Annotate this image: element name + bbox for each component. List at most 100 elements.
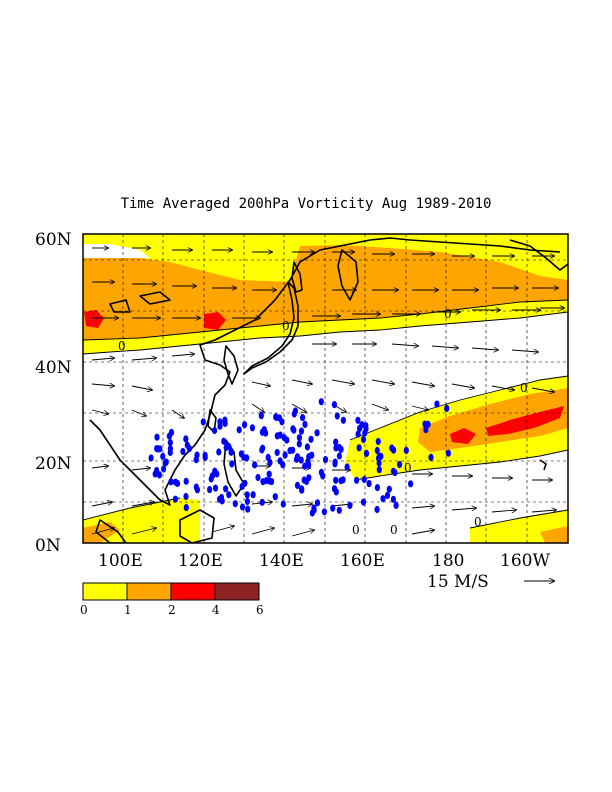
- track-marker: [332, 460, 338, 468]
- track-marker: [245, 505, 251, 513]
- track-marker: [445, 449, 451, 457]
- track-marker: [239, 503, 246, 511]
- track-marker: [258, 412, 264, 420]
- track-marker: [202, 453, 208, 462]
- track-marker: [403, 446, 409, 454]
- track-marker: [250, 491, 256, 499]
- track-marker: [375, 437, 381, 446]
- track-marker: [214, 470, 220, 478]
- track-marker: [338, 445, 344, 453]
- track-marker: [306, 474, 312, 482]
- track-marker: [280, 500, 286, 508]
- track-marker: [284, 436, 290, 444]
- track-marker: [223, 485, 229, 493]
- colorbar-label: 2: [168, 603, 176, 617]
- track-marker: [194, 451, 200, 459]
- track-marker: [333, 444, 339, 452]
- track-marker: [333, 438, 339, 446]
- colorbar-swatch: [214, 582, 260, 601]
- track-marker: [309, 509, 315, 517]
- track-marker: [244, 491, 250, 499]
- track-marker: [360, 498, 367, 506]
- track-marker: [334, 412, 340, 420]
- track-marker: [318, 398, 324, 406]
- track-marker: [259, 446, 265, 454]
- korea: [223, 345, 239, 385]
- marker-layer: [148, 398, 451, 517]
- track-marker: [374, 446, 380, 455]
- track-marker: [255, 473, 261, 482]
- track-marker: [322, 456, 329, 464]
- track-marker: [180, 447, 186, 456]
- track-marker: [226, 491, 232, 499]
- wind-vectors: [91, 248, 564, 537]
- track-marker: [148, 454, 154, 462]
- track-marker: [183, 504, 189, 512]
- track-marker: [397, 460, 403, 469]
- contour-label: 0: [282, 319, 290, 333]
- philippines: [223, 439, 245, 497]
- track-marker: [333, 476, 339, 484]
- track-marker: [386, 485, 392, 493]
- colorbar-label: 6: [256, 603, 264, 617]
- track-marker: [355, 416, 361, 424]
- red-patch-west: [84, 310, 104, 328]
- track-marker: [423, 426, 429, 434]
- track-marker: [355, 430, 361, 438]
- track-marker: [376, 459, 382, 467]
- track-marker: [183, 477, 189, 485]
- track-marker: [321, 508, 327, 516]
- track-marker: [223, 443, 229, 451]
- plot-frame: [82, 233, 569, 544]
- track-marker: [163, 458, 169, 466]
- track-marker: [296, 440, 302, 448]
- track-marker: [302, 420, 308, 428]
- track-marker: [384, 491, 391, 499]
- track-marker: [299, 485, 305, 493]
- track-marker: [232, 500, 238, 508]
- track-marker: [244, 497, 250, 506]
- lon-tick-label: 160W: [500, 551, 550, 571]
- track-marker: [212, 484, 219, 492]
- track-marker: [331, 401, 337, 409]
- track-marker: [200, 418, 206, 426]
- track-marker: [354, 476, 360, 484]
- lon-axis: 100E 120E 140E 160E 180 160W: [98, 551, 550, 571]
- borneo: [179, 509, 215, 543]
- track-marker: [347, 501, 353, 509]
- track-marker: [222, 416, 228, 424]
- track-marker: [252, 461, 258, 469]
- track-marker: [309, 451, 315, 459]
- track-marker: [242, 479, 248, 487]
- colorbar-swatch: [82, 582, 128, 601]
- contour-label: 0: [404, 461, 412, 475]
- colorbar-label: 4: [212, 603, 220, 617]
- track-marker: [168, 428, 175, 436]
- track-marker: [376, 452, 383, 460]
- red-patch-east: [450, 406, 564, 444]
- track-marker: [362, 429, 368, 437]
- track-marker: [172, 495, 178, 503]
- track-marker: [444, 404, 450, 412]
- track-marker: [160, 452, 166, 460]
- track-marker: [183, 435, 189, 443]
- track-marker: [259, 498, 265, 506]
- track-marker: [389, 444, 395, 452]
- track-marker: [408, 480, 414, 488]
- track-marker: [356, 444, 362, 452]
- track-marker: [294, 481, 301, 489]
- contour-label: 0: [352, 523, 360, 537]
- track-marker: [261, 426, 267, 434]
- track-marker: [296, 434, 302, 442]
- colorbar: 0 1 2 4 6: [80, 582, 264, 617]
- track-marker: [263, 477, 269, 485]
- track-marker: [282, 451, 288, 459]
- track-marker: [219, 497, 225, 505]
- track-marker: [336, 452, 342, 460]
- track-marker: [267, 458, 273, 467]
- track-marker: [340, 416, 346, 424]
- lat-tick-label: 0N: [35, 536, 61, 556]
- chart-title: Time Averaged 200hPa Vorticity Aug 1989-…: [120, 196, 492, 212]
- sakhalin: [291, 261, 303, 293]
